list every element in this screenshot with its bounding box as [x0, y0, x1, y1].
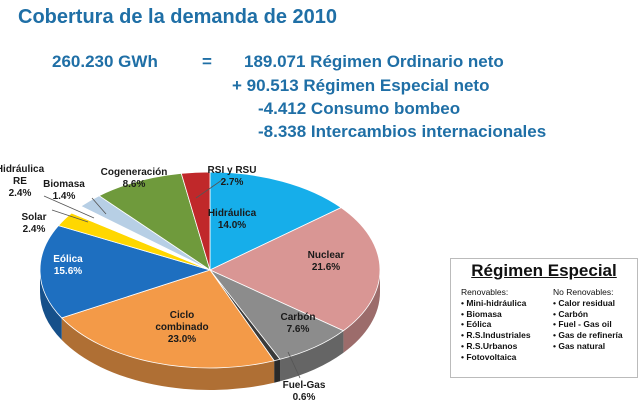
pie-slice-nuclear [209, 207, 381, 332]
data-label-rsi-y-rsu: RSI y RSU 2.7% [208, 165, 257, 188]
data-label-name: Biomasa [43, 179, 85, 190]
data-label-value: 2.4% [9, 188, 32, 199]
leader-line [91, 197, 107, 215]
data-label-value: 2.4% [23, 224, 46, 235]
pie-side-4 [61, 317, 275, 390]
equation-line-bombeo: -4.412 Consumo bombeo [258, 99, 461, 118]
data-label-value: 8.6% [123, 179, 146, 190]
data-label-carb-n: Carbón 7.6% [281, 312, 316, 335]
data-label-nuclear: Nuclear 21.6% [308, 250, 345, 273]
leader-line [287, 351, 301, 379]
data-label-value: 23.0% [168, 334, 196, 345]
legend-nonrenewables-list: • Calor residual • Carbón • Fuel - Gas oil… [553, 298, 623, 352]
pie-top [39, 171, 381, 369]
total-demand: 260.230 GWh [52, 52, 158, 71]
page-title: Cobertura de la demanda de 2010 [18, 6, 338, 28]
data-label-name: Cogeneración [101, 167, 168, 178]
data-label-value: 21.6% [312, 262, 340, 273]
data-label-biomasa: Biomasa 1.4% [43, 179, 85, 202]
data-label-name: RSI y RSU [208, 165, 257, 176]
legend-nonrenewables-header: No Renovables: [553, 287, 614, 297]
legend-item-renewable: • Eólica [461, 319, 492, 330]
data-label-name: combinado [155, 322, 208, 333]
data-label-name: Ciclo [170, 310, 194, 321]
pie-slice-hidr-ulica [209, 171, 342, 271]
legend-item-renewable: • R.S.Urbanos [461, 340, 518, 351]
leader-line [43, 195, 95, 219]
data-label-name: Hidráulica [0, 164, 45, 175]
data-label-value: 0.6% [293, 392, 316, 403]
data-label-name: Eólica [53, 254, 83, 265]
data-label-value: 15.6% [54, 266, 82, 277]
data-label-value: 2.7% [221, 177, 244, 188]
legend-item-nonrenewable: • Gas de refinería [553, 330, 623, 341]
pie-slice-e-lica [39, 225, 212, 319]
data-label-hidr-ulica: Hidráulica 14.0% [208, 208, 257, 231]
leader-line [51, 209, 89, 223]
legend-renewables-header: Renovables: [461, 287, 509, 297]
data-label-name: Nuclear [308, 250, 345, 261]
legend-renewables-list: • Mini-hidráulica • Biomasa • Eólica • R.S.… [461, 298, 531, 363]
leader-line [195, 179, 223, 199]
regimen-especial-legend: Régimen Especial Renovables: • Mini-hidr… [450, 258, 638, 378]
legend-nonrenewables-column: No Renovables: • Calor residual • Carbón •… [553, 287, 623, 352]
pie-slice-rsi-y-rsu [180, 171, 211, 271]
data-label-name: Hidráulica [208, 208, 257, 219]
legend-renewables-column: Renovables: • Mini-hidráulica • Biomasa • … [461, 287, 531, 363]
data-label-value: 7.6% [287, 324, 310, 335]
data-label-value: 14.0% [218, 220, 246, 231]
pie-labels: Hidráulica 14.0%Nuclear 21.6%Carbón 7.6%Fue… [0, 164, 344, 403]
data-label-e-lica: Eólica 15.6% [53, 254, 83, 277]
data-label-cogeneraci-n: Cogeneración 8.6% [101, 167, 168, 190]
data-label-name: RE [13, 176, 27, 187]
data-label-hidr-ulica-re: Hidráulica RE 2.4% [0, 164, 45, 199]
data-label-solar: Solar 2.4% [21, 212, 46, 235]
data-label-name: Fuel-Gas [283, 380, 326, 391]
legend-item-renewable: • R.S.Industriales [461, 330, 531, 341]
equation-line-intercambios: -8.338 Intercambios internacionales [258, 122, 547, 141]
data-label-fuel-gas: Fuel-Gas 0.6% [283, 380, 326, 403]
legend-item-renewable: • Mini-hidráulica [461, 297, 527, 308]
data-label-name: Carbón [281, 312, 316, 323]
pie-slice-ciclo-combinado [60, 269, 275, 369]
data-label-value: 1.4% [53, 191, 76, 202]
pie-side-3 [274, 359, 281, 383]
legend-item-nonrenewable: • Carbón [553, 308, 589, 319]
pie-side-1 [343, 270, 380, 353]
legend-item-nonrenewable: • Calor residual [553, 297, 616, 308]
equation-line-especial: + 90.513 Régimen Especial neto [232, 76, 490, 95]
legend-item-renewable: • Fotovoltaica [461, 351, 517, 362]
legend-item-nonrenewable: • Gas natural [553, 340, 606, 351]
legend-item-nonrenewable: • Fuel - Gas oil [553, 319, 612, 330]
pie-slice-cogeneraci-n [98, 172, 211, 271]
legend-item-renewable: • Biomasa [461, 308, 502, 319]
equation-line-ordinario: 189.071 Régimen Ordinario neto [244, 52, 504, 71]
equals-sign: = [202, 52, 212, 71]
data-label-ciclo-combinado: Ciclo combinado 23.0% [155, 310, 208, 345]
data-label-name: Solar [21, 212, 46, 223]
legend-title: Régimen Especial [471, 261, 617, 280]
